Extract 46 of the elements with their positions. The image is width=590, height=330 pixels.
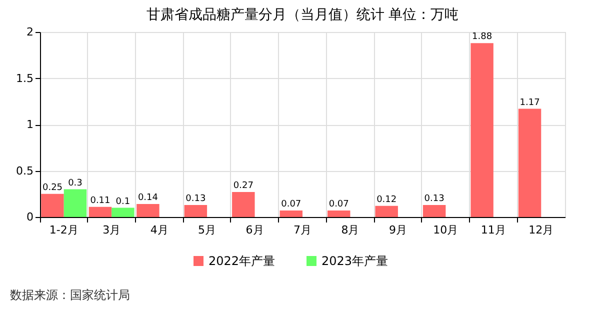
- bar: [64, 189, 87, 217]
- data-label: 0.14: [138, 193, 158, 204]
- x-tick-label: 12月: [528, 224, 554, 236]
- y-tick-label: 0: [26, 210, 34, 224]
- data-label: 0.27: [233, 181, 254, 192]
- y-tick-label: 1.5: [16, 72, 34, 85]
- data-label: 0.25: [42, 182, 63, 193]
- x-tick-label: 8月: [341, 224, 360, 236]
- data-label: 1.88: [472, 32, 492, 42]
- data-label: 0.1: [116, 196, 130, 207]
- bar: [422, 204, 446, 217]
- data-label: 1.17: [520, 98, 540, 108]
- data-label: 0.3: [68, 178, 82, 188]
- chart-title: 甘肃省成品糖产量分月（当月值）统计 单位：万吨: [146, 7, 459, 23]
- x-tick-label: 10月: [433, 224, 458, 236]
- data-label: 0.07: [328, 200, 349, 210]
- data-label: 0.07: [281, 200, 302, 210]
- x-tick-label: 3月: [102, 224, 121, 236]
- x-tick-label: 9月: [388, 224, 407, 236]
- bar: [470, 43, 494, 217]
- y-tick-label: 1: [26, 118, 34, 131]
- bar: [375, 206, 398, 217]
- x-tick-label: 4月: [150, 224, 168, 236]
- bar: [136, 204, 160, 217]
- bar: [184, 204, 208, 217]
- bar: [112, 208, 134, 217]
- source-note: 数据来源：国家统计局: [10, 288, 130, 302]
- bar: [41, 194, 64, 217]
- x-tick-label: 1-2月: [49, 224, 78, 236]
- x-tick-label: 7月: [294, 224, 312, 236]
- bar: [232, 192, 255, 217]
- bar: [328, 210, 350, 217]
- bar: [518, 108, 542, 217]
- legend-label: 2022年产量: [208, 254, 276, 268]
- bar: [280, 210, 302, 217]
- x-tick-label: 5月: [198, 224, 216, 236]
- y-tick-label: 0.5: [16, 164, 34, 178]
- legend-label: 2023年产量: [322, 254, 388, 268]
- data-label: 0.13: [186, 194, 206, 204]
- x-tick-label: 11月: [480, 224, 506, 236]
- data-label: 0.13: [424, 194, 444, 204]
- bar: [88, 206, 112, 217]
- y-tick-label: 2: [26, 26, 34, 38]
- data-label: 0.11: [90, 196, 110, 206]
- x-tick-label: 6月: [246, 224, 264, 236]
- data-label: 0.12: [376, 194, 397, 205]
